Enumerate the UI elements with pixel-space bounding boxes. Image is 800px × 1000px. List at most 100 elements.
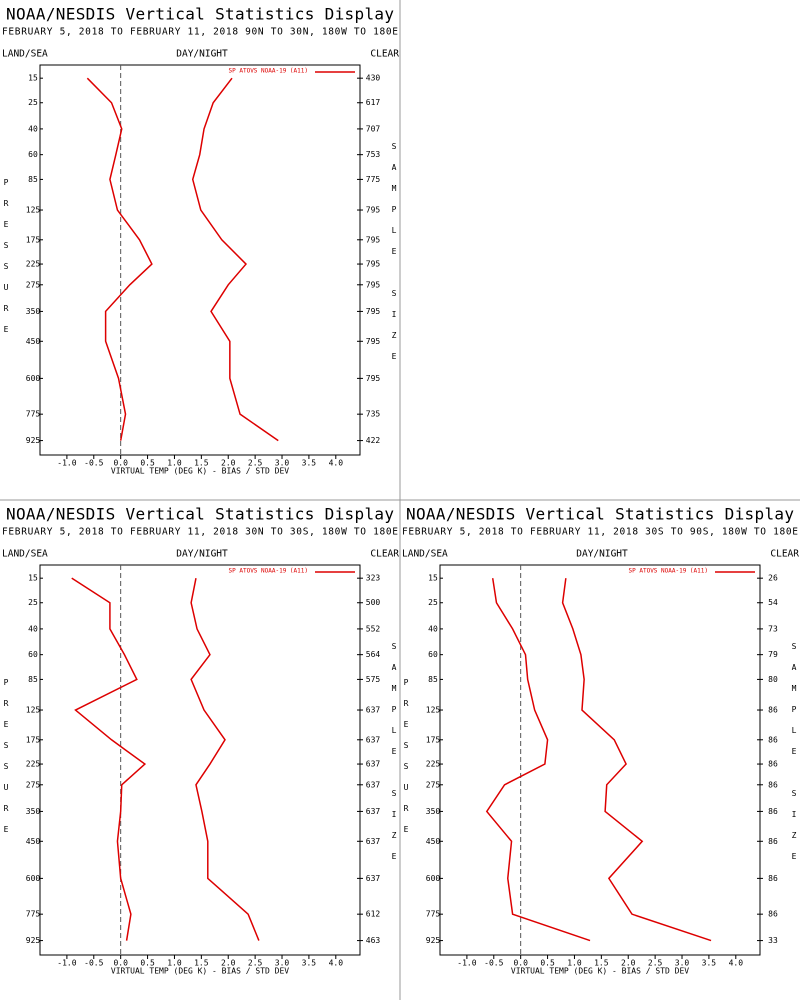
chart-subtitle: FEBRUARY 5, 2018 TO FEBRUARY 11, 2018 90…	[2, 27, 398, 38]
x-tick-label: 1.0	[167, 959, 182, 968]
y-tick-label: 925	[26, 936, 41, 945]
y-tick-label: 600	[426, 874, 441, 883]
sample-size: 637	[366, 780, 381, 789]
plot-frame	[39, 64, 361, 456]
chart-title: NOAA/NESDIS Vertical Statistics Display	[406, 505, 794, 524]
sample-size: 795	[366, 206, 381, 215]
sample-size: 323	[366, 574, 381, 583]
x-tick-label: 2.5	[648, 959, 663, 968]
sample-size: 775	[366, 175, 381, 184]
y-tick-label: 15	[28, 574, 38, 583]
chart-panel: NOAA/NESDIS Vertical Statistics Display F…	[2, 505, 399, 976]
center-label: DAY/NIGHT	[176, 549, 228, 560]
y-tick-label: 925	[426, 936, 441, 945]
legend-label: SP ATOVS NOAA-19 (A11)	[229, 68, 308, 75]
y-tick-label: 450	[26, 837, 41, 846]
y-tick-label: 85	[28, 675, 38, 684]
sample-size: 575	[366, 675, 381, 684]
sample-size: 86	[768, 760, 778, 769]
sample-size: 617	[366, 98, 381, 107]
sample-size: 54	[768, 598, 778, 607]
x-tick-label: 1.0	[167, 459, 182, 468]
y-tick-label: 40	[28, 124, 38, 133]
sample-size: 80	[768, 675, 778, 684]
data-line	[190, 578, 260, 941]
plot-frame	[439, 564, 761, 956]
x-tick-label: 0.0	[113, 959, 128, 968]
x-axis-label: VIRTUAL TEMP (DEG K) - BIAS / STD DEV	[111, 467, 289, 476]
left-label: LAND/SEA	[2, 49, 48, 60]
sample-size: 463	[366, 936, 381, 945]
chart-subtitle: FEBRUARY 5, 2018 TO FEBRUARY 11, 2018 30…	[402, 527, 798, 538]
y-tick-label: 175	[26, 235, 41, 244]
y-tick-label: 25	[428, 598, 438, 607]
sample-size: 795	[366, 307, 381, 316]
sample-size: 86	[768, 807, 778, 816]
y-tick-label: 600	[26, 874, 41, 883]
x-axis-label: VIRTUAL TEMP (DEG K) - BIAS / STD DEV	[111, 967, 289, 976]
sample-size: 422	[366, 436, 381, 445]
y-tick-label: 85	[28, 175, 38, 184]
chart-panel: NOAA/NESDIS Vertical Statistics Display F…	[2, 5, 399, 476]
x-tick-label: 4.0	[729, 959, 744, 968]
data-line	[71, 577, 147, 941]
y-tick-label: 175	[26, 735, 41, 744]
data-line	[485, 578, 591, 942]
y-tick-label: 60	[28, 650, 38, 659]
y-tick-label: 15	[428, 574, 438, 583]
x-tick-label: 0.5	[140, 459, 155, 468]
x-tick-label: 3.0	[275, 459, 290, 468]
y-tick-label: 275	[426, 780, 441, 789]
y-tick-label: 775	[26, 410, 41, 419]
y-tick-label: 85	[428, 675, 438, 684]
x-tick-label: 1.5	[194, 959, 209, 968]
x-tick-label: 2.5	[248, 459, 263, 468]
sample-size: 637	[366, 706, 381, 715]
y-tick-label: 775	[426, 910, 441, 919]
sample-size: 73	[768, 624, 778, 633]
x-tick-label: 3.5	[702, 959, 717, 968]
y-tick-label: 60	[28, 150, 38, 159]
x-tick-label: -0.5	[84, 959, 103, 968]
x-tick-label: 2.0	[221, 959, 236, 968]
x-tick-label: 2.0	[221, 459, 236, 468]
y-tick-label: 225	[26, 760, 41, 769]
y-tick-label: 125	[26, 206, 41, 215]
x-tick-label: 3.0	[675, 959, 690, 968]
y-tick-label: 40	[428, 624, 438, 633]
sample-size: 86	[768, 910, 778, 919]
x-tick-label: 0.0	[513, 959, 528, 968]
x-tick-label: 4.0	[329, 459, 344, 468]
y-tick-label: 125	[26, 706, 41, 715]
sample-size: 637	[366, 837, 381, 846]
y-tick-label: 450	[426, 837, 441, 846]
data-line	[191, 77, 279, 442]
x-tick-label: 0.5	[540, 959, 555, 968]
sample-size: 707	[366, 124, 381, 133]
sample-size: 33	[768, 936, 778, 945]
right-label: CLEAR	[370, 549, 399, 560]
y-tick-label: 60	[428, 650, 438, 659]
sample-size: 86	[768, 874, 778, 883]
sample-size: 795	[366, 235, 381, 244]
y-tick-label: 225	[26, 260, 41, 269]
y-tick-label: 350	[26, 807, 41, 816]
left-label: LAND/SEA	[402, 549, 448, 560]
x-tick-label: 3.5	[302, 959, 317, 968]
x-tick-label: -1.0	[457, 959, 476, 968]
sample-size: 637	[366, 760, 381, 769]
y-tick-label: 275	[26, 280, 41, 289]
y-tick-label: 40	[28, 624, 38, 633]
x-tick-label: 0.0	[113, 459, 128, 468]
x-tick-label: 3.0	[275, 959, 290, 968]
sample-size: 26	[768, 574, 778, 583]
plot-frame	[39, 564, 361, 956]
x-tick-label: 2.5	[248, 959, 263, 968]
sample-size: 637	[366, 735, 381, 744]
sample-size: 86	[768, 837, 778, 846]
